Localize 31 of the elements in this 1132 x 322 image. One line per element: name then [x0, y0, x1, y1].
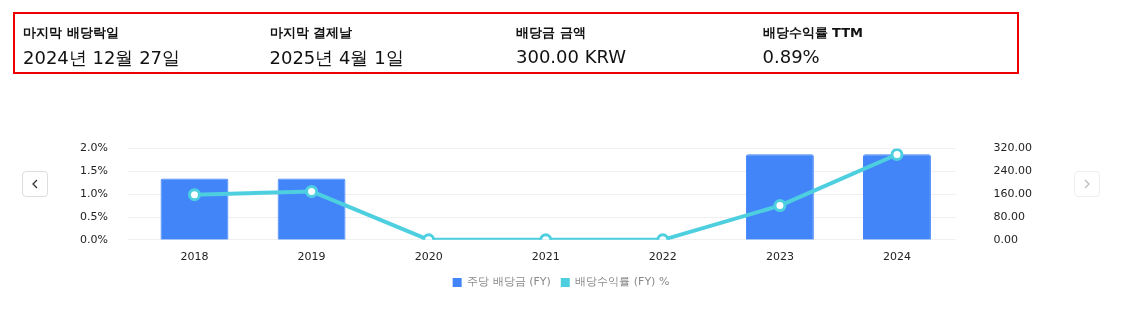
- text: 2024년 12월 27일: [23, 46, 182, 70]
- y2-tick-label: 0.00: [993, 232, 1019, 246]
- text: 마지막 결제날: [269, 24, 354, 42]
- text: 300.00 KRW: [516, 46, 628, 67]
- x-tick-label: 2024: [882, 250, 911, 264]
- y-tick-label: 1.0%: [79, 187, 108, 201]
- point: [187, 188, 201, 202]
- point: [890, 148, 904, 162]
- text: 2025년 4월 1일: [269, 46, 405, 70]
- point: [773, 199, 787, 213]
- point: [305, 184, 319, 198]
- y-tick-label: 0.5%: [79, 209, 108, 223]
- y2-tick-label: 240.00: [993, 164, 1033, 178]
- text: 0.89%: [762, 46, 821, 67]
- x-tick-label: 2020: [414, 250, 443, 264]
- text: 배당금 금액: [516, 24, 587, 42]
- x-tick-label: 2023: [765, 250, 794, 264]
- x-tick-label: 2019: [297, 250, 326, 264]
- y-tick-label: 0.0%: [79, 232, 108, 246]
- y2-tick-label: 80.00: [993, 209, 1026, 223]
- y-tick-label: 2.0%: [79, 141, 108, 155]
- x-tick-label: 2018: [180, 250, 209, 264]
- y2-tick-label: 320.00: [993, 141, 1033, 155]
- y2-tick-label: 160.00: [993, 187, 1033, 201]
- text: 배당수익률 TTM: [762, 24, 864, 42]
- y-tick-label: 1.5%: [79, 164, 108, 178]
- legend-label: 주당 배당금 (FY): [467, 275, 551, 289]
- x-tick-label: 2022: [648, 250, 677, 264]
- text: 마지막 배당락일: [23, 24, 120, 42]
- legend-label: 배당수익률 (FY) %: [575, 275, 670, 289]
- x-tick-label: 2021: [531, 250, 560, 264]
